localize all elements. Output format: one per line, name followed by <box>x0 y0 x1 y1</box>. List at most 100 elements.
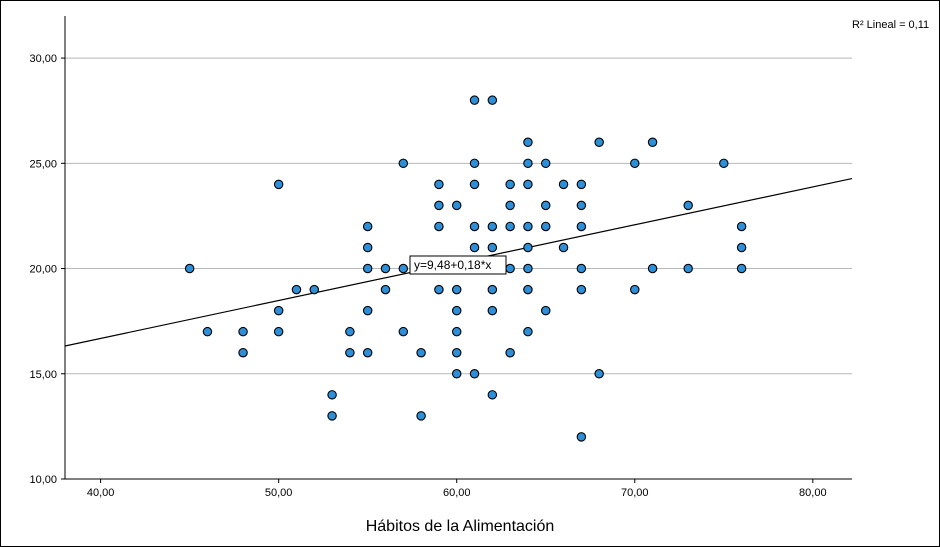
data-point <box>273 305 284 316</box>
x-axis-label: Hábitos de la Alimentación <box>366 518 555 535</box>
data-point <box>576 284 587 295</box>
fit-equation-text: y=9,48+0,18*x <box>414 258 491 272</box>
data-point <box>647 137 658 148</box>
y-tick-label: 20,00 <box>29 264 57 276</box>
data-point <box>469 242 480 253</box>
data-point <box>416 347 426 358</box>
data-point <box>736 221 747 232</box>
data-point <box>202 326 213 337</box>
data-point <box>540 305 551 316</box>
data-point <box>523 263 533 274</box>
data-point <box>576 432 587 442</box>
y-tick-label: 15,00 <box>29 369 57 381</box>
data-point <box>451 200 462 211</box>
data-point <box>273 326 284 337</box>
data-point <box>683 263 693 274</box>
y-axis-ticks: 10,00 15,00 20,00 25,00 30,00 <box>29 53 65 486</box>
data-point <box>576 200 587 211</box>
y-tick-label: 30,00 <box>29 53 57 65</box>
data-point <box>736 263 747 274</box>
data-point <box>558 242 569 253</box>
data-point <box>238 326 248 337</box>
x-tick-label: 60,00 <box>443 487 471 499</box>
data-point <box>451 369 462 379</box>
data-point <box>345 326 355 337</box>
data-point <box>719 158 729 169</box>
data-point <box>398 326 409 337</box>
data-point <box>523 326 533 337</box>
data-point <box>362 305 373 316</box>
fit-equation-label: y=9,48+0,18*x <box>409 255 507 275</box>
data-point <box>558 179 569 190</box>
data-point <box>505 347 515 358</box>
data-point <box>630 158 640 169</box>
data-points <box>184 95 747 442</box>
data-point <box>380 284 391 295</box>
data-point <box>238 347 248 358</box>
data-point <box>434 284 444 295</box>
x-tick-label: 80,00 <box>799 487 827 499</box>
data-point <box>273 179 284 190</box>
data-point <box>594 137 604 148</box>
data-point <box>683 200 693 211</box>
r2-label: R² Lineal = 0,11 <box>852 19 929 31</box>
data-point <box>576 263 587 274</box>
data-point <box>309 284 320 295</box>
data-point <box>362 347 373 358</box>
data-point <box>505 179 515 190</box>
data-point <box>434 179 444 190</box>
data-point <box>523 179 533 190</box>
data-point <box>505 263 515 274</box>
data-point <box>576 179 587 190</box>
data-point <box>416 411 426 421</box>
y-tick-label: 25,00 <box>29 158 57 170</box>
data-point <box>184 263 195 274</box>
data-point <box>451 326 462 337</box>
data-point <box>523 242 533 253</box>
data-point <box>487 305 498 316</box>
fit-equation-box <box>409 255 507 275</box>
y-tick-label: 10,00 <box>29 474 57 486</box>
data-point <box>327 411 337 421</box>
data-point <box>398 158 409 169</box>
data-point <box>523 137 533 148</box>
data-point <box>362 263 373 274</box>
x-axis-ticks: 40,00 50,00 60,00 70,00 80,00 <box>87 479 827 499</box>
data-point <box>576 221 587 232</box>
x-tick-label: 50,00 <box>265 487 293 499</box>
data-point <box>451 305 462 316</box>
data-point <box>487 95 498 105</box>
data-point <box>540 221 551 232</box>
data-point <box>487 284 498 295</box>
data-point <box>523 221 533 232</box>
data-point <box>451 284 462 295</box>
data-point <box>487 242 498 253</box>
data-point <box>469 221 480 232</box>
data-point <box>505 221 515 232</box>
data-point <box>362 242 373 253</box>
data-point <box>380 263 391 274</box>
data-point <box>469 158 480 169</box>
data-point <box>291 284 302 295</box>
data-point <box>487 390 498 400</box>
data-point <box>540 200 551 211</box>
data-point <box>434 221 444 232</box>
data-point <box>469 369 480 379</box>
data-point <box>523 158 533 169</box>
data-point <box>487 221 498 232</box>
data-point <box>327 390 337 400</box>
data-point <box>630 284 640 295</box>
data-point <box>505 200 515 211</box>
x-tick-label: 40,00 <box>87 487 115 499</box>
data-point <box>469 179 480 190</box>
data-point <box>469 95 480 105</box>
data-point <box>451 347 462 358</box>
data-point <box>540 158 551 169</box>
data-point <box>594 369 604 379</box>
x-tick-label: 70,00 <box>621 487 649 499</box>
data-point <box>647 263 658 274</box>
data-point <box>362 221 373 232</box>
data-point <box>434 200 444 211</box>
